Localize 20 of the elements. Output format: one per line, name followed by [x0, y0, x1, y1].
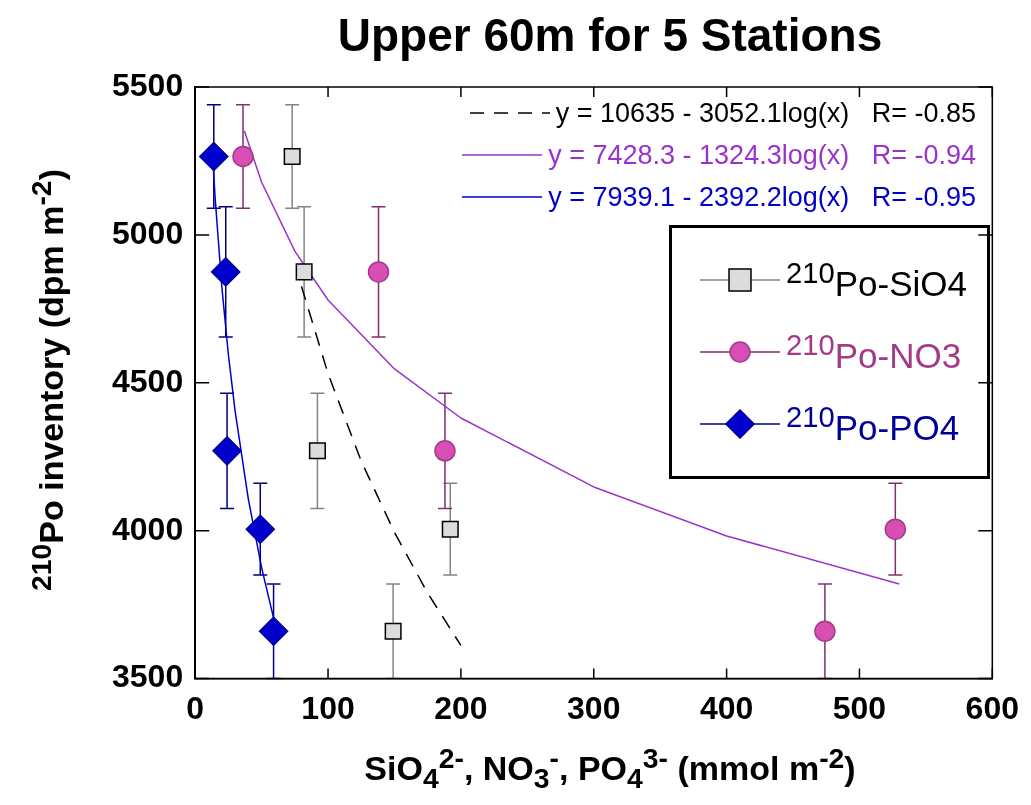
legend-label: y = 7428.3 - 1324.3log(x) R= -0.94 [548, 139, 976, 171]
x-tick-label: 300 [567, 689, 621, 726]
y-tick-label: 5500 [112, 66, 184, 103]
legend-label: $^{210}$Po-NO3 [786, 328, 962, 376]
text: SiO$_{4}$$^{2-}$, NO$_{3}$$^{-}$, PO$_{4}$$^{3-}$ (mmol m$^{-2}$) [364, 742, 856, 795]
x-tick-label: 200 [434, 689, 488, 726]
x-tick-label: 100 [301, 689, 355, 726]
x-tick-label: 400 [699, 689, 754, 726]
x-tick-label: 500 [832, 689, 887, 726]
legend-label: $^{210}$Po-PO4 [786, 400, 960, 448]
legend-label: y = 7939.1 - 2392.2log(x) R= -0.95 [548, 181, 976, 213]
y-tick-label: 5000 [112, 214, 184, 251]
x-tick-label: 0 [186, 689, 205, 726]
legend-label: y = 10635 - 3052.1log(x) R= -0.85 [555, 97, 976, 129]
x-tick-label: 600 [965, 689, 1019, 726]
y-tick-label: 3500 [112, 658, 184, 695]
legend-label: $^{210}$Po-SiO4 [786, 256, 967, 304]
chart-title: Upper 60m for 5 Stations [336, 8, 884, 62]
y-tick-label: 4500 [112, 362, 184, 399]
y-tick-label: 4000 [112, 510, 184, 547]
